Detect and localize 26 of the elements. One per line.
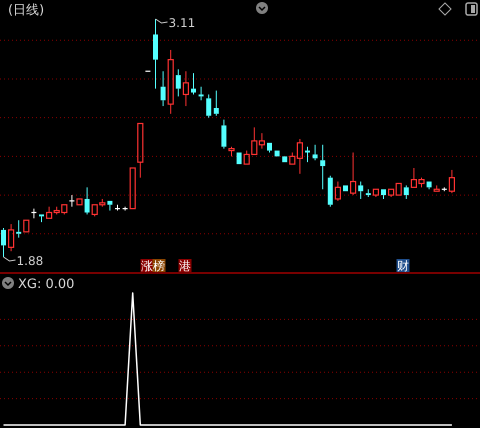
text: 涨 <box>141 259 153 273</box>
candlestick <box>16 220 22 238</box>
annotation: 3.11 <box>168 16 196 30</box>
candlestick <box>366 188 371 198</box>
text: 榜 <box>153 259 165 273</box>
candlestick <box>176 68 181 97</box>
candlestick <box>206 94 212 118</box>
candlestick <box>305 146 310 163</box>
candlestick <box>312 144 318 161</box>
candlestick <box>1 227 6 258</box>
annotation: 1.88 <box>16 254 44 268</box>
chart-title: XG: 0.00 <box>18 277 74 292</box>
candlestick <box>191 72 196 95</box>
candlestick <box>84 186 90 215</box>
candlestick <box>182 70 189 107</box>
chart-title: (日线) <box>8 3 44 18</box>
text: 港 <box>179 259 191 273</box>
text: 财 <box>397 259 409 273</box>
candlestick <box>168 49 174 114</box>
candlestick <box>358 181 364 200</box>
candlestick <box>404 184 409 200</box>
candlestick <box>153 18 158 90</box>
candlestick <box>160 70 166 107</box>
candlestick <box>320 144 326 190</box>
candlestick <box>198 86 204 101</box>
candlestick <box>221 119 226 150</box>
